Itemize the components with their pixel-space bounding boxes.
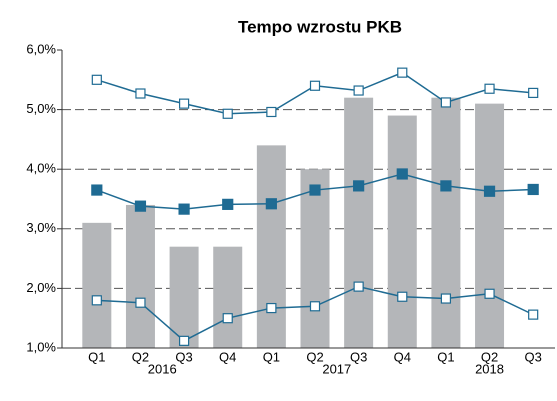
bar: [125, 204, 155, 348]
marker: [91, 74, 102, 85]
bar: [169, 246, 199, 348]
group-label: 2016: [148, 361, 177, 376]
marker: [484, 83, 495, 94]
y-tick-label: 5,0%: [26, 101, 56, 116]
group-label: 2017: [322, 361, 351, 376]
marker: [440, 97, 452, 108]
group-label: 2018: [475, 361, 504, 376]
marker: [484, 288, 495, 299]
marker: [353, 85, 364, 96]
marker: [483, 185, 496, 197]
chart-title: Tempo wzrostu PKB: [238, 17, 402, 36]
bar: [431, 97, 461, 349]
marker: [397, 291, 408, 302]
marker: [222, 108, 233, 119]
marker: [135, 297, 146, 308]
x-tick-label: Q1: [263, 349, 280, 364]
marker: [178, 335, 190, 346]
marker: [266, 106, 277, 118]
marker: [353, 180, 365, 192]
marker: [91, 184, 103, 196]
marker: [222, 313, 233, 324]
x-tick-label: Q2: [306, 349, 323, 364]
x-tick-label: Q4: [219, 349, 236, 364]
x-tick-label: Q4: [394, 349, 411, 364]
bar: [256, 145, 286, 348]
marker: [353, 281, 364, 292]
y-tick-label: 2,0%: [26, 280, 56, 295]
x-tick-label: Q2: [481, 349, 498, 364]
marker: [528, 309, 539, 320]
marker: [528, 87, 539, 99]
marker: [527, 183, 539, 196]
marker: [309, 80, 321, 91]
marker: [396, 168, 408, 180]
bar: [387, 115, 417, 348]
marker: [178, 98, 190, 109]
bar: [82, 222, 112, 348]
x-tick-label: Q3: [525, 349, 542, 364]
y-tick-label: 4,0%: [26, 161, 56, 176]
marker: [134, 200, 147, 212]
bar: [213, 246, 243, 348]
marker: [309, 301, 321, 312]
marker: [135, 88, 146, 99]
marker: [397, 67, 408, 78]
marker: [440, 293, 452, 304]
line: [96, 71, 534, 115]
y-tick-label: 3,0%: [26, 220, 56, 235]
bar: [300, 169, 330, 348]
x-tick-label: Q3: [350, 349, 367, 364]
marker: [440, 180, 452, 192]
y-tick-label: 6,0%: [26, 41, 56, 56]
x-tick-label: Q1: [437, 349, 454, 364]
x-tick-label: Q1: [88, 349, 105, 364]
bar: [475, 103, 505, 348]
marker: [222, 198, 234, 210]
marker: [309, 184, 321, 196]
x-tick-label: Q2: [132, 349, 149, 364]
marker: [178, 203, 190, 215]
marker: [265, 198, 277, 210]
x-tick-label: Q3: [175, 349, 192, 364]
marker: [266, 302, 277, 314]
y-tick-label: 1,0%: [26, 339, 56, 354]
marker: [91, 295, 102, 306]
bar: [344, 97, 374, 349]
